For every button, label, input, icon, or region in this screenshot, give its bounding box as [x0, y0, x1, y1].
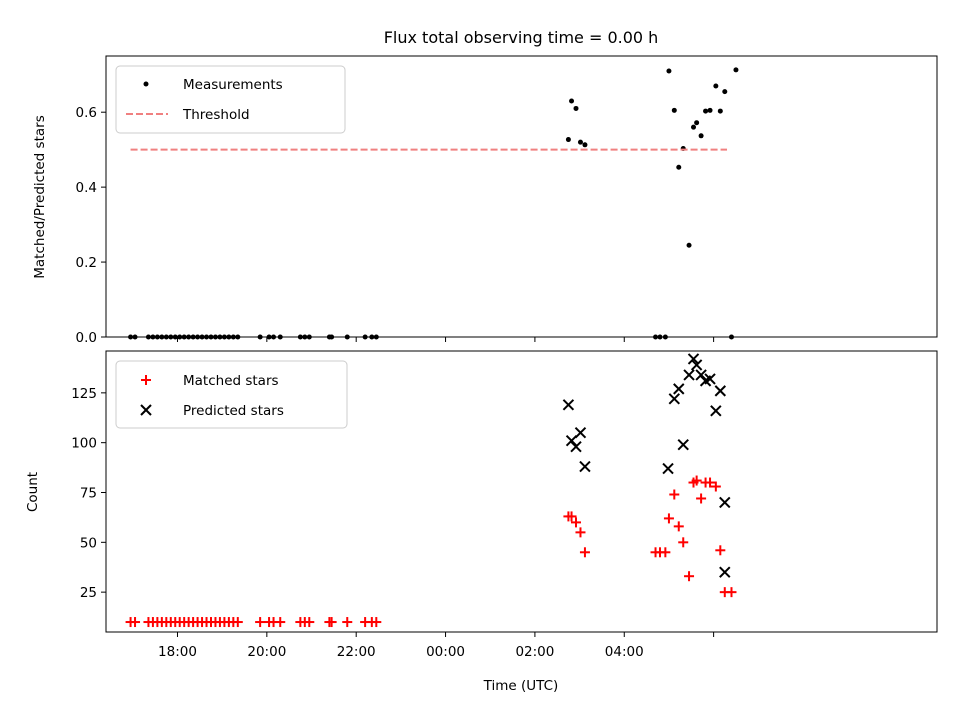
predicted-point: [704, 373, 716, 385]
predicted-point: [673, 383, 685, 395]
legend-matched-label: Matched stars: [183, 373, 279, 389]
matched-point: [275, 617, 286, 628]
x-tick-label: 00:00: [426, 644, 465, 660]
predicted-point: [719, 496, 731, 509]
matched-point: [715, 545, 726, 556]
matched-point: [726, 587, 737, 598]
measurement-point: [676, 164, 682, 170]
legend-threshold-label: Threshold: [182, 107, 250, 123]
x-tick-label: 18:00: [158, 644, 197, 660]
predicted-point: [565, 434, 578, 447]
legend-measurements-icon: [143, 81, 149, 87]
x-tick-label: 04:00: [605, 644, 644, 660]
y-tick-label: 0.4: [76, 180, 97, 196]
predicted-point: [662, 462, 674, 475]
bottom-legend: Matched stars Predicted stars: [115, 360, 348, 429]
top-legend-box: [115, 65, 346, 134]
matched-point: [342, 617, 353, 628]
matched-point: [255, 617, 266, 628]
matched-point: [663, 513, 674, 524]
measurement-point: [577, 139, 583, 145]
matched-point: [304, 617, 315, 628]
measurement-point: [713, 83, 719, 89]
top-marks: [128, 67, 739, 340]
x-tick-label: 20:00: [247, 644, 286, 660]
matched-point: [673, 521, 684, 532]
x-tick-label: 02:00: [515, 644, 554, 660]
measurement-point: [691, 124, 697, 130]
bottom-legend-box: [115, 360, 348, 429]
measurement-point: [573, 105, 579, 111]
measurement-point: [686, 242, 692, 248]
matched-point: [678, 537, 689, 548]
matched-point: [130, 617, 141, 628]
top-panel: Flux total observing time = 0.00 h Match…: [32, 28, 938, 346]
legend-predicted-icon: [140, 404, 152, 416]
bottom-plot-frame: [105, 350, 938, 633]
predicted-point: [562, 399, 575, 411]
x-tick-label: 22:00: [337, 644, 376, 660]
predicted-point: [690, 359, 703, 371]
y-tick-label: 50: [80, 535, 97, 551]
matched-point: [705, 477, 716, 488]
matched-point: [696, 493, 707, 504]
measurement-point: [717, 108, 723, 114]
y-tick-label: 0.6: [76, 105, 97, 121]
measurement-point: [666, 68, 672, 74]
y-tick-label: 75: [80, 485, 97, 501]
measurement-point: [707, 107, 713, 113]
measurement-point: [582, 142, 588, 148]
predicted-point: [574, 427, 587, 439]
measurement-point: [703, 108, 709, 114]
matched-point: [579, 547, 590, 558]
y-tick-label: 0.2: [76, 255, 97, 271]
legend-matched-icon: [141, 375, 151, 385]
predicted-point: [677, 438, 689, 451]
measurement-point: [569, 98, 575, 104]
y-tick-label: 25: [80, 585, 97, 601]
bottom-xlabel: Time (UTC): [483, 678, 559, 694]
matched-point: [660, 547, 671, 558]
top-legend: Measurements Threshold: [115, 65, 346, 134]
predicted-point: [668, 393, 681, 405]
matched-point: [571, 517, 582, 528]
top-plot-frame: [105, 55, 938, 338]
matched-point: [669, 489, 680, 500]
matched-point: [684, 571, 695, 582]
matched-point: [691, 475, 702, 486]
matched-point: [326, 617, 337, 628]
top-ticks: 0.0 0.2 0.4 0.6: [76, 105, 715, 346]
predicted-point: [579, 460, 591, 473]
top-ylabel: Matched/Predicted stars: [32, 115, 48, 278]
measurement-point: [671, 107, 677, 113]
y-tick-label: 125: [71, 386, 97, 402]
y-tick-label: 0.0: [76, 330, 97, 346]
measurement-point: [733, 67, 739, 73]
matched-point: [371, 617, 382, 628]
measurement-point: [722, 89, 728, 95]
legend-measurements-label: Measurements: [183, 77, 283, 93]
measurement-point: [565, 137, 571, 143]
matched-point: [232, 617, 243, 628]
predicted-point: [719, 566, 731, 578]
legend-predicted-label: Predicted stars: [183, 403, 284, 419]
predicted-point: [695, 369, 707, 381]
predicted-point: [683, 369, 695, 381]
predicted-point: [714, 385, 727, 397]
predicted-point: [570, 440, 582, 453]
predicted-point: [710, 405, 722, 417]
measurement-point: [694, 120, 700, 126]
chart-title: Flux total observing time = 0.00 h: [384, 28, 659, 47]
bottom-ticks: 18:00 20:00 22:00 00:00 02:00 04:00 25 50 75 100 1…: [71, 386, 715, 660]
bottom-ylabel: Count: [25, 472, 41, 512]
matched-point: [710, 481, 721, 492]
bottom-panel: Count Time (UTC) 18:00 20:00 22:00 00:00 02:…: [25, 350, 938, 694]
matched-point: [566, 511, 577, 522]
y-tick-label: 100: [71, 436, 97, 452]
bottom-marks: [125, 353, 737, 628]
measurement-point: [698, 133, 704, 139]
matched-point: [575, 527, 586, 538]
predicted-point: [687, 353, 700, 365]
